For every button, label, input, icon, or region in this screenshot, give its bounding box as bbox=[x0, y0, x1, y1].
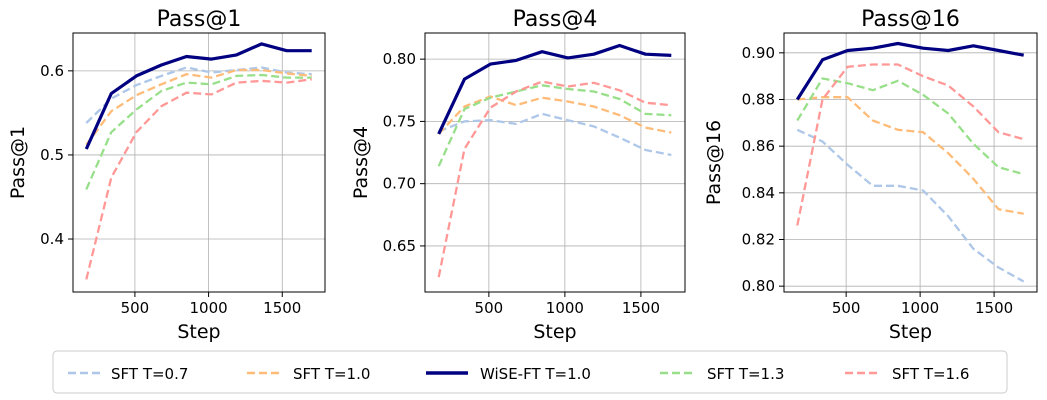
series-line-sft-t-1-3 bbox=[437, 84, 672, 167]
legend-entry-sft-t10: SFT T=1.0 bbox=[247, 365, 370, 383]
series-line-sft-t-1-6 bbox=[437, 80, 672, 278]
plot-frame bbox=[783, 32, 1038, 293]
y-tick-label: 0.90 bbox=[742, 44, 775, 62]
x-tick-label: 1000 bbox=[901, 299, 939, 317]
x-axis-label: Step bbox=[889, 321, 932, 343]
y-tick-label: 0.86 bbox=[742, 137, 775, 155]
x-tick-label: 1500 bbox=[622, 299, 660, 317]
x-tick-label: 1500 bbox=[975, 299, 1013, 317]
x-tick-label: 1000 bbox=[546, 299, 584, 317]
x-axis-label: Step bbox=[177, 321, 220, 343]
panel-1: 500 1000 1500 0.4 0.5 0.6 Pass@1 Step Pass@1 bbox=[7, 7, 326, 343]
series-line-wise-ft-t-1-0 bbox=[84, 42, 312, 150]
x-tick-label: 500 bbox=[832, 299, 861, 317]
series-line-sft-t-1-0 bbox=[797, 96, 1024, 215]
grid-lines bbox=[784, 33, 1037, 292]
legend-entry-wise-ft-t10: WiSE-FT T=1.0 bbox=[426, 365, 591, 383]
x-tick-label: 1500 bbox=[263, 299, 301, 317]
y-tick-label: 0.80 bbox=[383, 50, 416, 68]
legend-frame bbox=[52, 350, 1008, 394]
series-line-sft-t-1-3 bbox=[796, 77, 1025, 176]
legend-entry-sft-t16: SFT T=1.6 bbox=[845, 365, 969, 383]
series-line-sft-t-1-0 bbox=[85, 68, 312, 146]
legend-label-sft-t13: SFT T=1.3 bbox=[707, 365, 784, 383]
series-line-sft-t-0-7 bbox=[438, 112, 672, 157]
series-line-sft-t-0-7 bbox=[85, 66, 312, 124]
y-tick-label: 0.5 bbox=[40, 146, 64, 164]
legend: SFT T=0.7 SFT T=1.0 WiSE-FT T=1.0 SFT T=… bbox=[52, 350, 1008, 394]
series-line-sft-t-0-7 bbox=[796, 128, 1025, 283]
x-tick-label: 500 bbox=[475, 299, 504, 317]
panel-title: Pass@1 bbox=[157, 7, 242, 32]
chart-panels: 500 1000 1500 0.4 0.5 0.6 Pass@1 Step Pass@1 500 1… bbox=[7, 7, 1038, 343]
series-line-wise-ft-t-1-0 bbox=[795, 41, 1024, 101]
y-axis-label: Pass@16 bbox=[703, 120, 725, 205]
x-axis-label: Step bbox=[533, 321, 576, 343]
series-line-sft-t-1-6 bbox=[796, 63, 1025, 226]
series-line-sft-t-1-3 bbox=[85, 73, 312, 190]
y-tick-label: 0.4 bbox=[40, 230, 64, 248]
legend-label-sft-t16: SFT T=1.6 bbox=[892, 365, 969, 383]
panel-title: Pass@4 bbox=[513, 7, 598, 32]
x-tick-label: 1000 bbox=[189, 299, 227, 317]
legend-entry-sft-t13: SFT T=1.3 bbox=[660, 365, 784, 383]
legend-entry-sft-t07: SFT T=0.7 bbox=[68, 365, 188, 383]
legend-label-sft-t07: SFT T=0.7 bbox=[111, 365, 188, 383]
y-axis-label: Pass@4 bbox=[350, 126, 372, 199]
y-tick-label: 0.80 bbox=[742, 277, 775, 295]
y-tick-label: 0.6 bbox=[40, 62, 64, 80]
plot-frame bbox=[424, 32, 686, 293]
panel-2: 500 1000 1500 0.65 0.70 0.75 0.80 Pass@4 Step Pas… bbox=[350, 7, 686, 343]
y-tick-label: 0.82 bbox=[742, 231, 775, 249]
y-axis-label: Pass@1 bbox=[7, 126, 29, 199]
grid-lines bbox=[425, 33, 685, 292]
y-tick-label: 0.84 bbox=[742, 184, 775, 202]
legend-label-wise-ft-t10: WiSE-FT T=1.0 bbox=[480, 365, 591, 383]
y-tick-label: 0.75 bbox=[383, 112, 416, 130]
panel-title: Pass@16 bbox=[861, 7, 960, 32]
y-tick-label: 0.65 bbox=[383, 237, 416, 255]
series-line-sft-t-1-0 bbox=[437, 95, 672, 135]
plot-frame bbox=[72, 32, 326, 293]
x-tick-label: 500 bbox=[121, 299, 150, 317]
series-line-sft-t-1-6 bbox=[85, 78, 312, 280]
panel-3: 500 1000 1500 0.80 0.82 0.84 0.86 0.88 0.90 Pass@… bbox=[703, 7, 1038, 343]
y-tick-label: 0.88 bbox=[742, 91, 775, 109]
legend-label-sft-t10: SFT T=1.0 bbox=[293, 365, 370, 383]
series-line-wise-ft-t-1-0 bbox=[437, 43, 672, 135]
y-tick-label: 0.70 bbox=[383, 175, 416, 193]
